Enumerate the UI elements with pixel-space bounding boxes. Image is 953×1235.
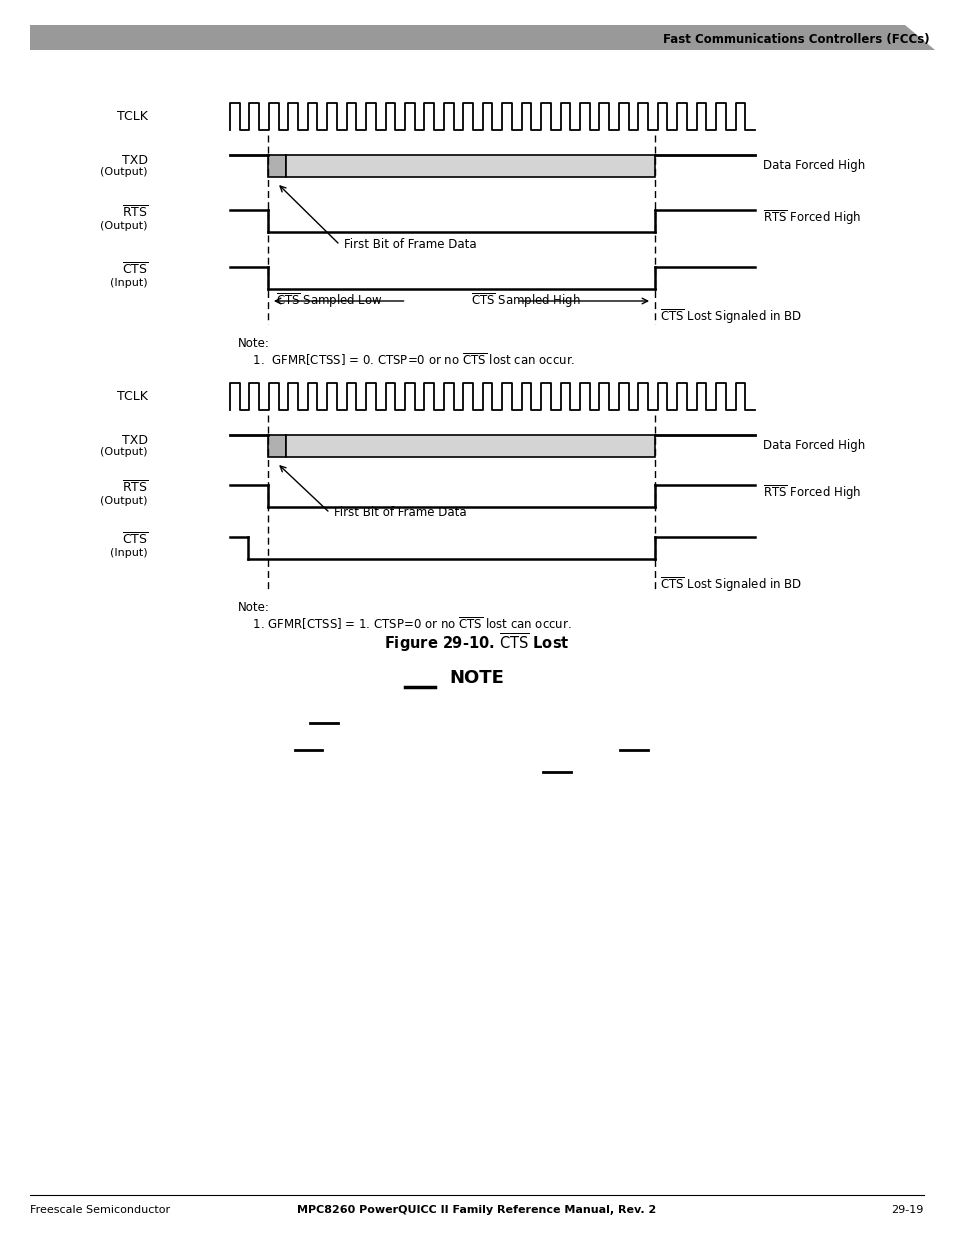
- Text: $\overline{\rm RTS}$: $\overline{\rm RTS}$: [122, 205, 148, 221]
- Text: (Output): (Output): [100, 221, 148, 231]
- Text: 1. GFMR[CTSS] = 1. CTSP=0 or no $\overline{\rm CTS}$ lost can occur.: 1. GFMR[CTSS] = 1. CTSP=0 or no $\overli…: [237, 615, 571, 632]
- Text: First Bit of Frame Data: First Bit of Frame Data: [344, 238, 476, 252]
- Text: TXD: TXD: [122, 153, 148, 167]
- Text: 1.  GFMR[CTSS] = 0. CTSP=0 or no $\overline{\rm CTS}$ lost can occur.: 1. GFMR[CTSS] = 0. CTSP=0 or no $\overli…: [237, 351, 575, 368]
- Text: $\overline{\rm CTS}$ Sampled Low: $\overline{\rm CTS}$ Sampled Low: [275, 291, 382, 310]
- Text: Note:: Note:: [237, 601, 270, 614]
- Text: 29-19: 29-19: [891, 1205, 923, 1215]
- Text: Freescale Semiconductor: Freescale Semiconductor: [30, 1205, 170, 1215]
- Text: MPC8260 PowerQUICC II Family Reference Manual, Rev. 2: MPC8260 PowerQUICC II Family Reference M…: [297, 1205, 656, 1215]
- Text: $\overline{\rm RTS}$: $\overline{\rm RTS}$: [122, 480, 148, 495]
- Text: TXD: TXD: [122, 433, 148, 447]
- Text: Data Forced High: Data Forced High: [762, 440, 864, 452]
- Bar: [268, 435, 286, 457]
- Text: TCLK: TCLK: [117, 390, 148, 403]
- Text: (Output): (Output): [100, 167, 148, 177]
- Text: Data Forced High: Data Forced High: [762, 159, 864, 173]
- Text: Figure 29-10. $\overline{\rm CTS}$ Lost: Figure 29-10. $\overline{\rm CTS}$ Lost: [384, 631, 569, 655]
- Text: Note:: Note:: [237, 337, 270, 350]
- Text: Fast Communications Controllers (FCCs): Fast Communications Controllers (FCCs): [662, 33, 929, 47]
- Text: $\overline{\rm CTS}$: $\overline{\rm CTS}$: [122, 532, 148, 548]
- Text: $\overline{\rm CTS}$ Sampled High: $\overline{\rm CTS}$ Sampled High: [471, 291, 580, 310]
- Bar: [268, 156, 286, 177]
- Polygon shape: [30, 25, 934, 49]
- Text: $\overline{\rm CTS}$ Lost Signaled in BD: $\overline{\rm CTS}$ Lost Signaled in BD: [659, 576, 801, 594]
- Text: (Output): (Output): [100, 496, 148, 506]
- Text: $\overline{\rm CTS}$: $\overline{\rm CTS}$: [122, 262, 148, 278]
- Text: (Output): (Output): [100, 447, 148, 457]
- Text: First Bit of Frame Data: First Bit of Frame Data: [334, 506, 466, 520]
- Text: $\overline{\rm CTS}$ Lost Signaled in BD: $\overline{\rm CTS}$ Lost Signaled in BD: [659, 308, 801, 326]
- Text: TCLK: TCLK: [117, 110, 148, 124]
- Text: $\overline{\rm RTS}$ Forced High: $\overline{\rm RTS}$ Forced High: [762, 484, 861, 503]
- Bar: [286, 156, 655, 177]
- Text: NOTE: NOTE: [449, 669, 504, 687]
- Text: (Input): (Input): [111, 278, 148, 288]
- Text: (Input): (Input): [111, 548, 148, 558]
- Text: $\overline{\rm RTS}$ Forced High: $\overline{\rm RTS}$ Forced High: [762, 209, 861, 227]
- Bar: [286, 435, 655, 457]
